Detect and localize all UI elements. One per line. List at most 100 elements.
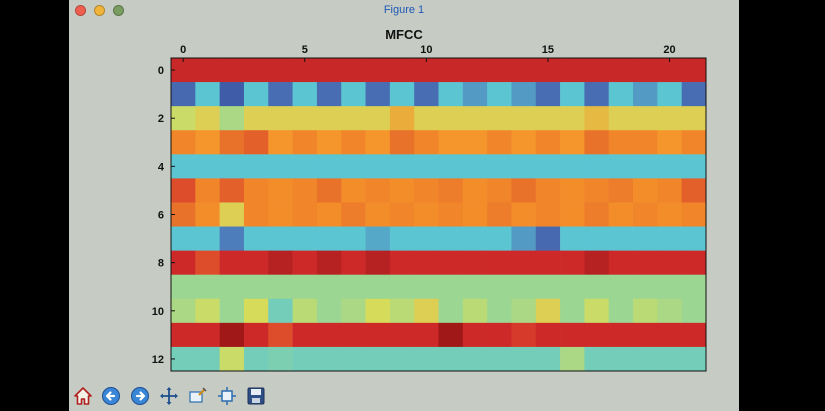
heatmap-cell (584, 250, 610, 275)
heatmap-cell (365, 58, 391, 83)
heatmap-cell (414, 250, 439, 275)
heatmap-cell (341, 346, 366, 372)
heatmap-cell (657, 250, 682, 275)
heatmap-cell (535, 346, 561, 372)
save-button[interactable] (245, 385, 267, 407)
x-tick-label: 20 (663, 44, 675, 56)
heatmap-cell (560, 274, 585, 300)
heatmap-cell (633, 82, 658, 107)
heatmap-cell (487, 322, 512, 348)
heatmap-cell (195, 250, 220, 275)
zoom-window-button[interactable] (113, 5, 124, 16)
heatmap-cell (681, 58, 707, 83)
heatmap-cell (511, 202, 537, 227)
heatmap-cell (487, 106, 512, 131)
heatmap-cell (584, 346, 610, 372)
heatmap-cell (681, 202, 707, 227)
home-button[interactable] (72, 385, 94, 407)
heatmap-cell (414, 202, 439, 227)
heatmap-cell (633, 178, 658, 203)
heatmap-cell (365, 274, 391, 300)
heatmap-cell (633, 58, 658, 83)
heatmap-cell (681, 274, 707, 300)
heatmap-cell (438, 58, 464, 83)
heatmap-cell (341, 82, 366, 107)
heatmap-cell (292, 58, 318, 83)
heatmap-cell (243, 58, 269, 83)
heatmap-cell (511, 274, 537, 300)
heatmap-cell (657, 226, 682, 251)
heatmap-cell (171, 346, 196, 372)
heatmap-cell (681, 322, 707, 348)
heatmap-cell (268, 298, 293, 324)
heatmap-cell (560, 130, 585, 155)
heatmap-cell (462, 250, 488, 275)
heatmap-cell (657, 202, 682, 227)
heatmap-cell (511, 130, 537, 155)
heatmap-cell (171, 274, 196, 300)
heatmap-cell (462, 322, 488, 348)
heatmap-cell (487, 250, 512, 275)
heatmap-cell (195, 322, 220, 348)
zoom-rect-button[interactable] (187, 385, 209, 407)
back-button[interactable] (100, 385, 122, 407)
heatmap-cell (414, 322, 439, 348)
heatmap-cell (316, 106, 342, 131)
heatmap-cell (511, 82, 537, 107)
heatmap-cell (462, 154, 488, 179)
heatmap-cell (171, 322, 196, 348)
heatmap-cell (438, 178, 464, 203)
title-bar: Figure 1 (69, 0, 739, 22)
heatmap-cell (414, 178, 439, 203)
heatmap-cell (243, 82, 269, 107)
heatmap-cell (584, 130, 610, 155)
heatmap-cell (219, 82, 245, 107)
subplots-config-icon (218, 387, 236, 405)
x-tick-label: 10 (420, 44, 432, 56)
y-tick-label: 12 (152, 354, 164, 366)
heatmap-cell (389, 58, 415, 83)
subplots-config-button[interactable] (216, 385, 238, 407)
heatmap-figure[interactable]: 0 5 10 15 20 0 2 4 6 8 10 12 (69, 0, 739, 380)
heatmap-cell (511, 106, 537, 131)
heatmap-cell (365, 106, 391, 131)
close-window-button[interactable] (75, 5, 86, 16)
heatmap-cell (560, 322, 585, 348)
heatmap-cell (560, 226, 585, 251)
heatmap-cell (365, 82, 391, 107)
y-tick-label: 4 (158, 161, 165, 173)
heatmap-cell (341, 154, 366, 179)
heatmap-cell (341, 130, 366, 155)
heatmap-cell (462, 202, 488, 227)
forward-button[interactable] (129, 385, 151, 407)
heatmap-cell (341, 274, 366, 300)
heatmap-cell (292, 250, 318, 275)
heatmap-cell (316, 154, 342, 179)
heatmap-cell (219, 154, 245, 179)
heatmap-cell (681, 250, 707, 275)
heatmap-cell (389, 226, 415, 251)
heatmap-cell (584, 82, 610, 107)
heatmap-cell (535, 154, 561, 179)
heatmap-cell (438, 322, 464, 348)
heatmap-cell (584, 202, 610, 227)
heatmap-cell (268, 58, 293, 83)
heatmap-cell (316, 226, 342, 251)
heatmap-cell (560, 346, 585, 372)
heatmap-cell (171, 82, 196, 107)
heatmap-cell (633, 226, 658, 251)
pan-button[interactable] (158, 385, 180, 407)
heatmap-cell (584, 322, 610, 348)
minimize-window-button[interactable] (94, 5, 105, 16)
heatmap-cell (608, 130, 634, 155)
heatmap-cell (511, 154, 537, 179)
heatmap-cell (243, 298, 269, 324)
heatmap-cell (292, 154, 318, 179)
heatmap-cell (268, 274, 293, 300)
heatmap-cell (535, 298, 561, 324)
heatmap-cell (633, 130, 658, 155)
y-tick-label: 8 (158, 258, 164, 270)
heatmap-cell (219, 298, 245, 324)
heatmap-cell (657, 298, 682, 324)
heatmap-cell (657, 82, 682, 107)
